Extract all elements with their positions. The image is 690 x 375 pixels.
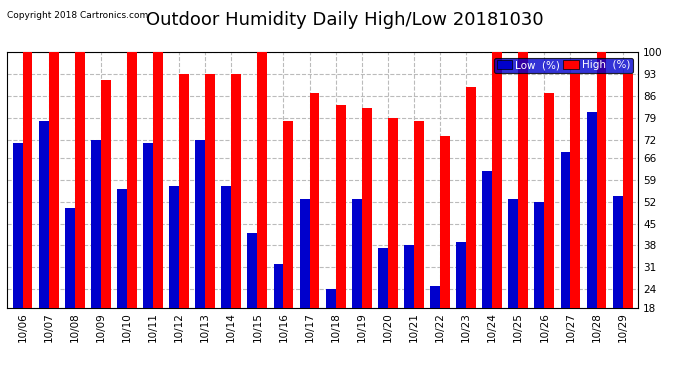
Text: Outdoor Humidity Daily High/Low 20181030: Outdoor Humidity Daily High/Low 20181030: [146, 11, 544, 29]
Text: Copyright 2018 Cartronics.com: Copyright 2018 Cartronics.com: [7, 11, 148, 20]
Bar: [560, 152, 571, 363]
Bar: [326, 289, 335, 363]
Bar: [299, 199, 310, 363]
Bar: [613, 195, 622, 363]
Bar: [39, 121, 48, 363]
Bar: [273, 264, 284, 363]
Bar: [414, 121, 424, 363]
Bar: [48, 53, 59, 363]
Bar: [205, 74, 215, 363]
Bar: [518, 53, 528, 363]
Bar: [482, 171, 492, 363]
Bar: [169, 186, 179, 363]
Bar: [23, 53, 32, 363]
Bar: [362, 108, 372, 363]
Bar: [535, 202, 544, 363]
Bar: [231, 74, 241, 363]
Bar: [179, 74, 189, 363]
Bar: [101, 81, 110, 363]
Bar: [571, 74, 580, 363]
Bar: [544, 93, 554, 363]
Bar: [492, 53, 502, 363]
Bar: [91, 140, 101, 363]
Bar: [622, 74, 633, 363]
Legend: Low  (%), High  (%): Low (%), High (%): [494, 58, 633, 73]
Bar: [248, 233, 257, 363]
Bar: [388, 118, 397, 363]
Bar: [597, 53, 607, 363]
Bar: [153, 53, 163, 363]
Bar: [378, 248, 388, 363]
Bar: [75, 53, 85, 363]
Bar: [12, 142, 23, 363]
Bar: [586, 112, 597, 363]
Bar: [117, 189, 127, 363]
Bar: [440, 136, 450, 363]
Bar: [430, 286, 440, 363]
Bar: [284, 121, 293, 363]
Bar: [404, 245, 414, 363]
Bar: [143, 142, 153, 363]
Bar: [456, 242, 466, 363]
Bar: [466, 87, 476, 363]
Bar: [221, 186, 231, 363]
Bar: [352, 199, 362, 363]
Bar: [310, 93, 319, 363]
Bar: [127, 53, 137, 363]
Bar: [509, 199, 518, 363]
Bar: [195, 140, 205, 363]
Bar: [257, 53, 267, 363]
Bar: [335, 105, 346, 363]
Bar: [65, 208, 75, 363]
